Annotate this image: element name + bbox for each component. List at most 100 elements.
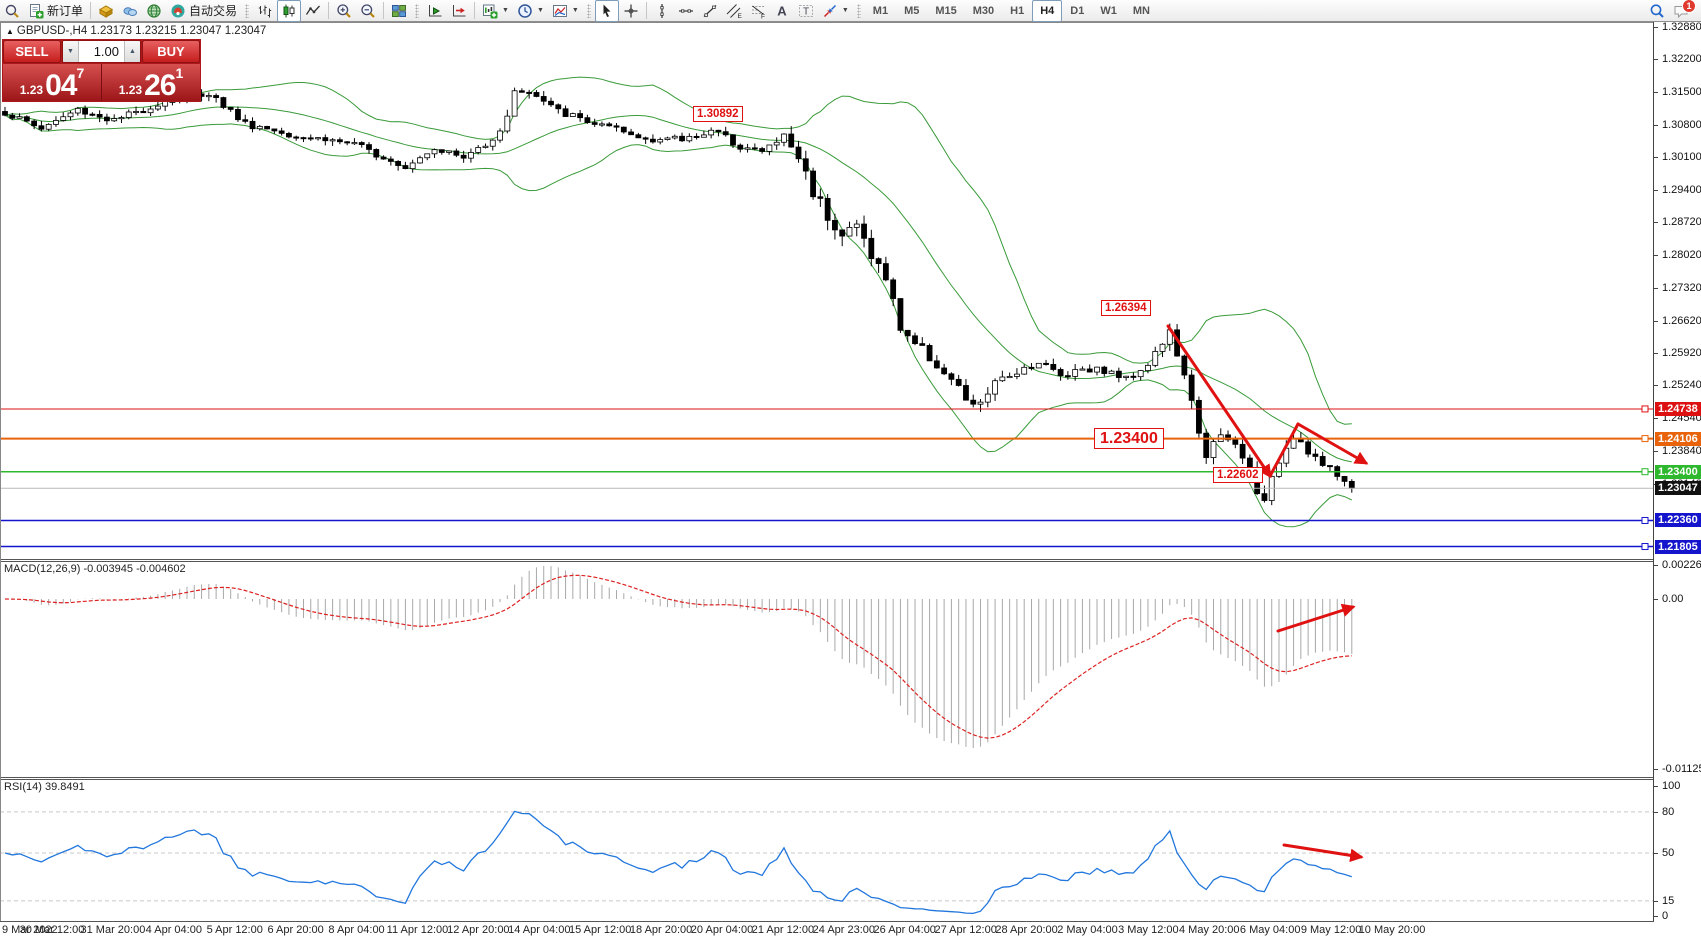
bollinger-bands bbox=[4, 76, 1353, 528]
volume-increment-button[interactable]: ▲ bbox=[124, 41, 140, 62]
timeframe-label: D1 bbox=[1070, 4, 1085, 17]
candles-icon bbox=[281, 3, 297, 19]
rsi-axis-tick: 15 bbox=[1654, 895, 1674, 907]
price-tick: 1.28020 bbox=[1654, 249, 1701, 261]
price-annotation-box[interactable]: 1.26394 bbox=[1101, 300, 1151, 316]
equidistant-channel-tool-button[interactable]: E bbox=[722, 0, 746, 22]
chart-shift-button[interactable] bbox=[447, 0, 471, 22]
toolbar-grip[interactable] bbox=[245, 3, 250, 18]
macd-histogram bbox=[11, 566, 1353, 748]
price-annotation-box[interactable]: 1.30892 bbox=[693, 106, 743, 122]
chart-shift-icon bbox=[451, 3, 467, 19]
vertical-line-tool-button[interactable] bbox=[650, 0, 674, 22]
tf-mn-button[interactable]: MN bbox=[1125, 0, 1158, 22]
chevron-down-icon[interactable]: ▼ bbox=[841, 7, 849, 14]
zoom-in-button[interactable] bbox=[332, 0, 356, 22]
web-terminal-button[interactable] bbox=[142, 0, 166, 22]
price-tick: 1.25920 bbox=[1654, 347, 1701, 359]
autotrade-icon bbox=[170, 3, 186, 19]
arrows-tool-button[interactable]: ▼ bbox=[818, 0, 853, 22]
buy-price[interactable]: 1.23 26 1 bbox=[102, 64, 200, 101]
time-label: 30 Mar 12:00 bbox=[19, 924, 85, 936]
toolbar-grip[interactable] bbox=[856, 3, 861, 18]
text-label-tool-button[interactable]: T bbox=[794, 0, 818, 22]
volume-decrement-button[interactable]: ▼ bbox=[63, 41, 79, 62]
buy-button[interactable]: BUY bbox=[142, 40, 200, 63]
bar-chart-mode-button[interactable] bbox=[253, 0, 277, 22]
price-level-chip: 1.24106 bbox=[1655, 431, 1701, 446]
notifications-button[interactable]: 1 bbox=[1669, 0, 1696, 22]
toolbar-grip[interactable] bbox=[586, 3, 591, 18]
new-chart-button[interactable]: ▼ bbox=[478, 0, 513, 22]
price-tick: 1.30800 bbox=[1654, 119, 1701, 131]
line-chart-mode-button[interactable] bbox=[301, 0, 325, 22]
chevron-down-icon[interactable]: ▼ bbox=[571, 7, 579, 14]
time-label: 18 Apr 20:00 bbox=[629, 924, 693, 936]
crosshair-tool-button[interactable] bbox=[619, 0, 643, 22]
tf-m15-button[interactable]: M15 bbox=[927, 0, 964, 22]
time-axis[interactable]: 9 Mar 2022 30 Mar 12:00 31 Mar 20:00 4 Apr … bbox=[0, 922, 1701, 938]
clock-icon bbox=[517, 3, 533, 19]
text-label-icon: T bbox=[798, 3, 814, 19]
zoom-out-button[interactable] bbox=[356, 0, 380, 22]
chevron-down-icon[interactable]: ▼ bbox=[536, 7, 544, 14]
price-annotation-box[interactable]: 1.23400 bbox=[1094, 428, 1164, 449]
rsi-indicator-label: RSI(14) 39.8491 bbox=[4, 781, 85, 793]
new-order-button[interactable]: 新订单 bbox=[24, 0, 87, 22]
tile-windows-button[interactable] bbox=[387, 0, 411, 22]
timeframe-label: MN bbox=[1132, 4, 1150, 17]
chevron-down-icon[interactable]: ▼ bbox=[502, 7, 509, 14]
autotrading-label: 自动交易 bbox=[189, 4, 238, 18]
candlestick-mode-button[interactable] bbox=[277, 0, 302, 22]
auto-scroll-button[interactable] bbox=[423, 0, 447, 22]
collapse-triangle-icon[interactable]: ▲ bbox=[6, 27, 14, 36]
cloud-icon bbox=[122, 3, 138, 19]
fibonacci-retracement-tool-button[interactable]: F bbox=[746, 0, 770, 22]
indicators-icon bbox=[552, 3, 568, 19]
chart-canvas[interactable] bbox=[0, 0, 1654, 938]
price-annotation-box[interactable]: 1.22602 bbox=[1213, 467, 1263, 483]
shapes-icon bbox=[822, 3, 838, 19]
price-axis[interactable]: 1.32880 1.32200 1.31500 1.30800 1.30100 1.294… bbox=[1654, 21, 1701, 922]
market-watch-button[interactable] bbox=[94, 0, 118, 22]
hline-icon bbox=[678, 3, 694, 19]
cursor-icon bbox=[599, 3, 615, 19]
time-label: 27 Apr 12:00 bbox=[934, 924, 997, 936]
toolbar-grip[interactable] bbox=[415, 3, 420, 18]
horizontal-line-tool-button[interactable] bbox=[674, 0, 698, 22]
volume-value[interactable]: 1.00 bbox=[79, 41, 124, 62]
indicators-list-button[interactable]: ▼ bbox=[548, 0, 583, 22]
tf-m5-button[interactable]: M5 bbox=[896, 0, 927, 22]
macd-axis-tick: 0.00226 bbox=[1654, 559, 1701, 571]
tf-m1-button[interactable]: M1 bbox=[865, 0, 896, 22]
gold-box-icon bbox=[98, 3, 114, 19]
trendline-tool-button[interactable] bbox=[698, 0, 722, 22]
time-label: 6 Apr 20:00 bbox=[267, 924, 324, 936]
tf-h1-button[interactable]: H1 bbox=[1002, 0, 1032, 22]
sell-price-prefix: 1.23 bbox=[19, 83, 44, 97]
time-label: 24 Apr 23:00 bbox=[812, 924, 876, 936]
sell-price[interactable]: 1.23 04 7 bbox=[3, 64, 102, 101]
time-label: 12 Apr 20:00 bbox=[447, 924, 510, 936]
candles bbox=[2, 87, 1355, 506]
window-menu-button[interactable] bbox=[0, 0, 24, 22]
price-tick: 1.32200 bbox=[1654, 53, 1701, 65]
price-tick: 1.27320 bbox=[1654, 282, 1701, 294]
search-button[interactable] bbox=[1645, 0, 1669, 22]
svg-text:E: E bbox=[737, 13, 742, 19]
tf-w1-button[interactable]: W1 bbox=[1092, 0, 1125, 22]
text-tool-button[interactable]: A bbox=[770, 0, 794, 22]
periodicity-button[interactable]: ▼ bbox=[513, 0, 548, 22]
tf-m30-button[interactable]: M30 bbox=[965, 0, 1002, 22]
cursor-tool-button[interactable] bbox=[594, 0, 619, 22]
sell-button[interactable]: SELL bbox=[3, 40, 61, 63]
time-label: 6 May 04:00 bbox=[1239, 924, 1301, 936]
timeframe-label: H1 bbox=[1010, 4, 1025, 17]
tf-d1-button[interactable]: D1 bbox=[1062, 0, 1092, 22]
time-label: 3 May 12:00 bbox=[1118, 924, 1179, 936]
mql5-community-button[interactable] bbox=[118, 0, 142, 22]
sell-price-big: 04 bbox=[45, 69, 77, 102]
time-label: 8 Apr 04:00 bbox=[328, 924, 385, 936]
autotrading-button[interactable]: 自动交易 bbox=[166, 0, 241, 22]
tf-h4-button[interactable]: H4 bbox=[1032, 0, 1063, 22]
